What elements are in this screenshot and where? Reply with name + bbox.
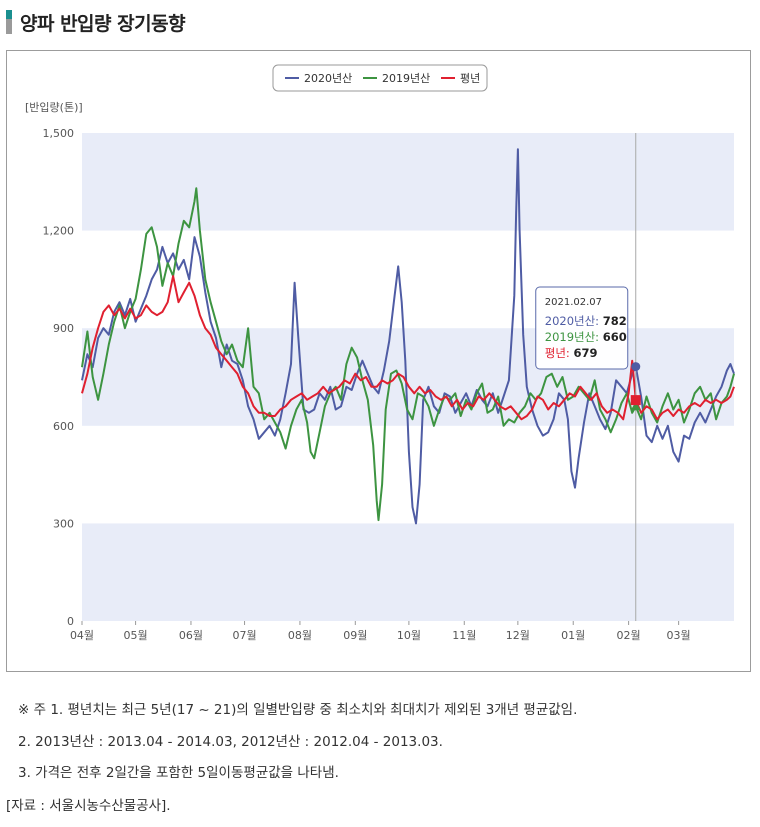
x-tick-label: 04월	[70, 629, 94, 642]
x-tick-label: 07월	[232, 629, 256, 642]
x-tick-label: 03월	[667, 629, 691, 642]
legend-box	[272, 64, 488, 92]
tooltip-row: 평년: 679	[545, 346, 598, 360]
tooltip-row-value: 660	[603, 330, 627, 344]
y-tick-label: 0	[67, 615, 74, 628]
x-tick-label: 09월	[343, 629, 367, 642]
line-chart[interactable]: 0 300 600 900 1,200 1,500 [반입량(톤)] 04월 05월 06월 07월…	[7, 51, 752, 673]
hover-point-marker	[631, 362, 641, 372]
tooltip-date: 2021.02.07	[545, 297, 602, 308]
tooltip-row-value: 679	[573, 346, 597, 360]
y-tick-label: 300	[53, 517, 74, 530]
chart-container[interactable]: 0 300 600 900 1,200 1,500 [반입량(톤)] 04월 05월 06월 07월…	[6, 50, 751, 672]
grid-band	[82, 523, 734, 621]
y-tick-label: 600	[53, 420, 74, 433]
y-tick-label: 1,200	[43, 225, 75, 238]
series-line[interactable]	[81, 187, 735, 522]
x-tick-label: 01월	[561, 629, 585, 642]
x-tick-label: 11월	[452, 629, 476, 642]
legend-label: 평년	[460, 72, 480, 85]
hover-point-marker	[630, 401, 641, 411]
tooltip-row: 2019년산: 660	[545, 330, 627, 344]
y-tick-label: 1,500	[43, 127, 75, 140]
tooltip-box	[535, 286, 629, 370]
legend-item[interactable]: 평년	[441, 72, 480, 85]
tooltip-row-value: 782	[603, 314, 627, 328]
x-tick-label: 02월	[617, 629, 641, 642]
note-3: 3. 가격은 전후 2일간을 포함한 5일이동평균값을 나타냄.	[18, 765, 339, 781]
tooltip-row-label: 2019년산:	[545, 330, 603, 344]
y-axis-label: [반입량(톤)]	[25, 101, 83, 114]
grid-band	[82, 133, 734, 231]
legend-item[interactable]: 2019년산	[363, 72, 430, 85]
x-tick-label: 12월	[506, 629, 530, 642]
series-line[interactable]	[81, 275, 735, 421]
legend-label: 2019년산	[382, 72, 430, 85]
note-2: 2. 2013년산 : 2013.04 - 2014.03, 2012년산 : …	[18, 734, 443, 750]
tooltip-row: 2020년산: 782	[545, 314, 627, 328]
source-note: [자료 : 서울시농수산물공사].	[6, 798, 171, 814]
x-tick-label: 05월	[124, 629, 148, 642]
note-1: ※ 주 1. 평년치는 최근 5년(17 ~ 21)의 일별반입량 중 최소치와…	[18, 702, 578, 718]
hover-point-marker	[630, 395, 641, 406]
legend[interactable]: 2020년산 2019년산 평년	[272, 64, 488, 92]
x-tick-label: 10월	[397, 629, 421, 642]
x-tick-label: 08월	[288, 629, 312, 642]
legend-item[interactable]: 2020년산	[285, 72, 352, 85]
page-title: 양파 반입량 장기동향	[20, 12, 186, 35]
title-marker-icon	[6, 10, 12, 34]
legend-label: 2020년산	[304, 72, 352, 85]
y-tick-label: 900	[53, 322, 74, 335]
tooltip-row-label: 평년:	[545, 346, 574, 360]
title-block: 양파 반입량 장기동향	[6, 8, 186, 36]
series-line[interactable]	[81, 148, 735, 525]
tooltip-row-label: 2020년산:	[545, 314, 603, 328]
x-tick-label: 06월	[179, 629, 203, 642]
